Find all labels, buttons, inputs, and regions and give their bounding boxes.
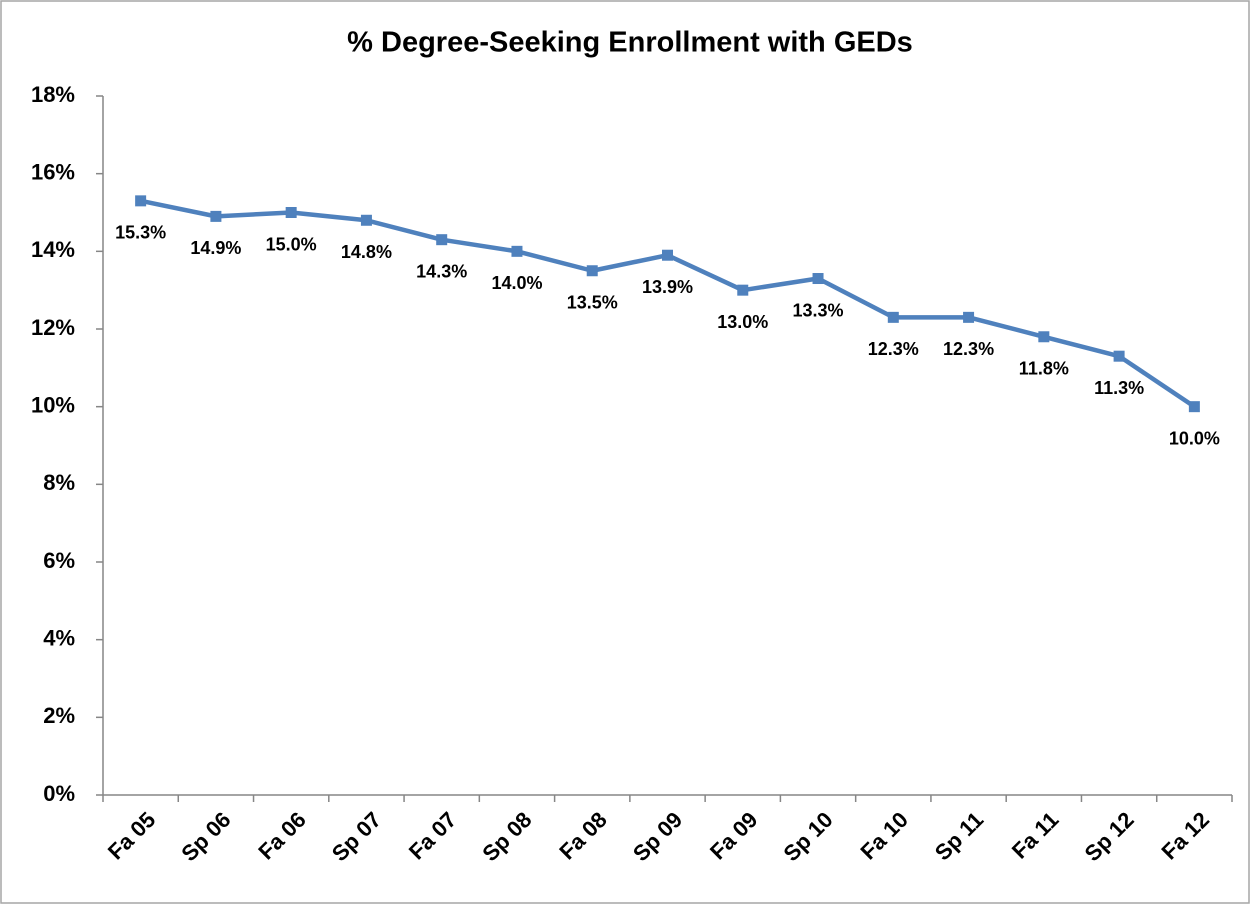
data-point	[1113, 350, 1125, 362]
data-point	[737, 284, 749, 296]
y-tick-label: 18%	[31, 82, 75, 107]
data-point	[887, 311, 899, 323]
data-point	[135, 195, 147, 207]
y-tick-label: 12%	[31, 315, 75, 340]
data-label: 10.0%	[1169, 428, 1220, 448]
data-point	[662, 249, 673, 261]
data-point	[1188, 401, 1200, 413]
data-label: 14.8%	[341, 242, 392, 262]
data-point	[511, 245, 523, 257]
data-label: 14.3%	[416, 261, 467, 281]
data-label: 12.3%	[868, 339, 919, 359]
y-tick-label: 14%	[31, 237, 75, 262]
data-point	[812, 273, 824, 285]
data-label: 13.9%	[642, 277, 693, 297]
chart-title: % Degree-Seeking Enrollment with GEDs	[347, 27, 913, 59]
data-point	[963, 311, 975, 323]
data-point	[1038, 331, 1050, 343]
data-point	[285, 207, 297, 218]
data-label: 13.5%	[567, 293, 618, 313]
data-point	[586, 265, 598, 277]
data-label: 13.3%	[793, 300, 844, 320]
y-tick-label: 10%	[31, 392, 75, 417]
data-label: 11.3%	[1094, 378, 1144, 398]
y-tick-label: 6%	[43, 548, 75, 573]
data-label: 14.9%	[190, 238, 241, 258]
data-label: 15.0%	[266, 234, 317, 254]
data-label: 14.0%	[491, 273, 542, 293]
y-tick-label: 2%	[43, 703, 75, 728]
data-label: 12.3%	[943, 339, 994, 359]
data-point	[210, 210, 222, 222]
y-tick-label: 4%	[43, 625, 75, 650]
y-tick-label: 8%	[43, 470, 75, 495]
y-tick-label: 0%	[43, 781, 75, 806]
y-tick-label: 16%	[31, 159, 75, 184]
data-label: 15.3%	[115, 223, 166, 243]
data-label: 11.8%	[1019, 359, 1069, 379]
data-point	[360, 214, 372, 226]
data-point	[436, 234, 448, 246]
data-label: 13.0%	[717, 312, 768, 332]
